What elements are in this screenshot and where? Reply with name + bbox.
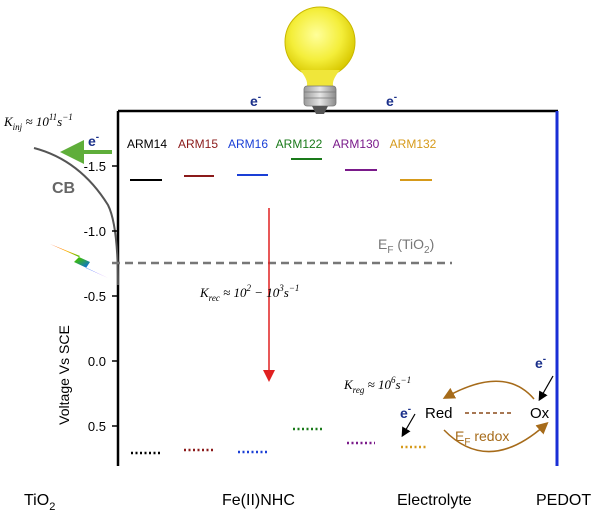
regeneration-arrow (401, 413, 416, 438)
y-axis-ticks (112, 165, 118, 427)
redox-cycle-arrow-top (442, 380, 535, 400)
electrolyte-bottom-label: Electrolyte (397, 492, 472, 509)
dye-label-arm130: ARM130 (333, 137, 380, 151)
y-tick-label: 0.0 (88, 354, 106, 369)
y-tick-label: 0.5 (88, 419, 106, 434)
dye-label-arm15: ARM15 (178, 137, 218, 151)
pedot-electron-arrow (538, 375, 554, 402)
ef-redox-label: EF redox (455, 428, 509, 448)
y-tick-label: -0.5 (84, 289, 106, 304)
red-label: Red (425, 405, 453, 422)
cb-label: CB (52, 180, 75, 197)
electron-label-reg: e- (400, 404, 411, 421)
tio2-bottom-label: TiO2 (24, 492, 55, 513)
cb-curve (33, 147, 119, 286)
electron-label-left: e- (250, 92, 261, 109)
redox-cycle-arrow-bottom (443, 422, 549, 453)
ef-tio2-label: EF (TiO2) (378, 236, 434, 256)
electron-label-right: e- (386, 92, 397, 109)
dye-label-arm16: ARM16 (228, 137, 268, 151)
y-tick-label: -1.5 (84, 159, 106, 174)
dye-bottom-label: Fe(II)NHC (222, 492, 295, 509)
lightning-bolt-icon (50, 244, 108, 278)
y-axis-title: Voltage Vs SCE (56, 325, 72, 425)
electron-label-pedot: e- (535, 354, 546, 371)
dye-label-arm132: ARM132 (390, 137, 437, 151)
dye-label-arm14: ARM14 (127, 137, 167, 151)
k-reg-label: Kreg ≈ 106s−1 (343, 375, 411, 395)
pedot-bottom-label: PEDOT (536, 492, 591, 509)
k-inj-label: Kinj ≈ 1011s−1 (3, 112, 73, 132)
ox-label: Ox (530, 405, 550, 422)
light-bulb-icon (284, 6, 356, 114)
electron-label-inj: e- (88, 132, 99, 149)
k-rec-label: Krec ≈ 102 − 103s−1 (199, 283, 299, 303)
dye-label-arm122: ARM122 (276, 137, 323, 151)
y-tick-label: -1.0 (84, 224, 106, 239)
